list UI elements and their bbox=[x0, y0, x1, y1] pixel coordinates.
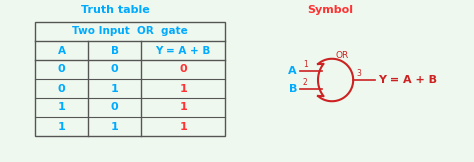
Text: 0: 0 bbox=[179, 64, 187, 75]
Bar bbox=[35, 22, 225, 136]
Text: 0: 0 bbox=[58, 83, 65, 93]
Text: B: B bbox=[289, 84, 297, 94]
Text: 2: 2 bbox=[303, 78, 308, 87]
Text: Y = A + B: Y = A + B bbox=[155, 46, 211, 56]
Text: 3: 3 bbox=[356, 69, 361, 78]
Text: B: B bbox=[111, 46, 119, 56]
Text: A: A bbox=[58, 46, 65, 56]
Text: 1: 1 bbox=[58, 122, 65, 132]
Text: Two Input  OR  gate: Two Input OR gate bbox=[72, 27, 188, 36]
Text: Y = A + B: Y = A + B bbox=[378, 75, 437, 85]
Text: 1: 1 bbox=[179, 122, 187, 132]
Text: Symbol: Symbol bbox=[307, 5, 353, 15]
Text: 0: 0 bbox=[111, 64, 118, 75]
Text: OR: OR bbox=[336, 51, 348, 60]
Text: 1: 1 bbox=[58, 103, 65, 112]
Text: Truth table: Truth table bbox=[81, 5, 149, 15]
Text: 1: 1 bbox=[111, 83, 118, 93]
Text: 1: 1 bbox=[179, 83, 187, 93]
Text: 0: 0 bbox=[111, 103, 118, 112]
Text: A: A bbox=[288, 66, 297, 76]
Text: 1: 1 bbox=[303, 60, 308, 69]
Text: 0: 0 bbox=[58, 64, 65, 75]
Text: 1: 1 bbox=[111, 122, 118, 132]
Text: 1: 1 bbox=[179, 103, 187, 112]
